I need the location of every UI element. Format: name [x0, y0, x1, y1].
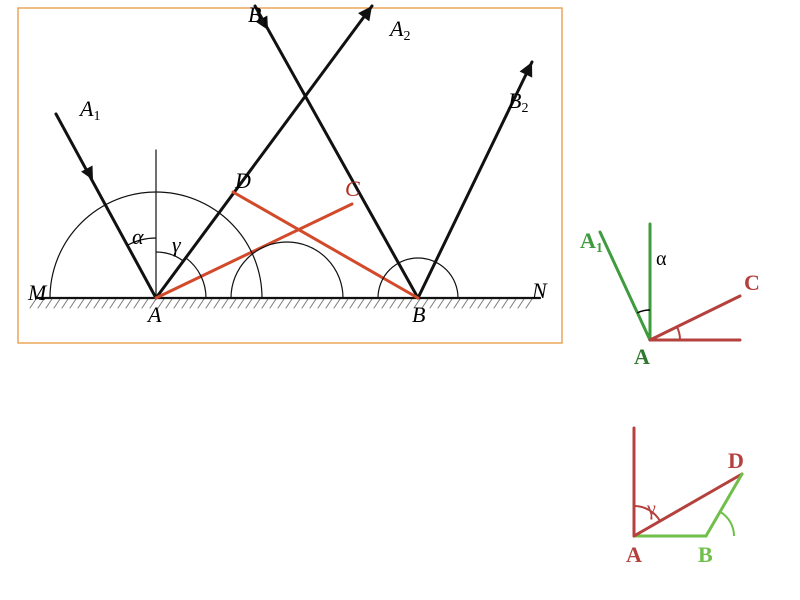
- side-top-A1: A1: [580, 228, 603, 257]
- label-A1: A1: [80, 96, 100, 125]
- main-frame: [18, 8, 562, 343]
- label-A-base: A: [148, 302, 161, 328]
- side-top-A: A: [634, 344, 650, 370]
- label-A2: A2: [390, 16, 410, 45]
- label-M: M: [28, 280, 46, 306]
- label-C: C: [345, 176, 360, 202]
- label-N: N: [532, 278, 547, 304]
- side-bot-D: D: [728, 448, 744, 474]
- side-bot-gamma: γ: [647, 498, 656, 521]
- label-D: D: [235, 168, 251, 194]
- label-B1: B1: [248, 2, 268, 31]
- side-top-C: C: [744, 270, 760, 296]
- side-bot-A: A: [626, 542, 642, 568]
- label-B-base: B: [412, 302, 425, 328]
- label-gamma: γ: [172, 232, 181, 258]
- side-bot-B: B: [698, 542, 713, 568]
- side-top-alpha: α: [656, 248, 666, 271]
- label-alpha: α: [132, 224, 144, 250]
- label-B2: B2: [508, 88, 528, 117]
